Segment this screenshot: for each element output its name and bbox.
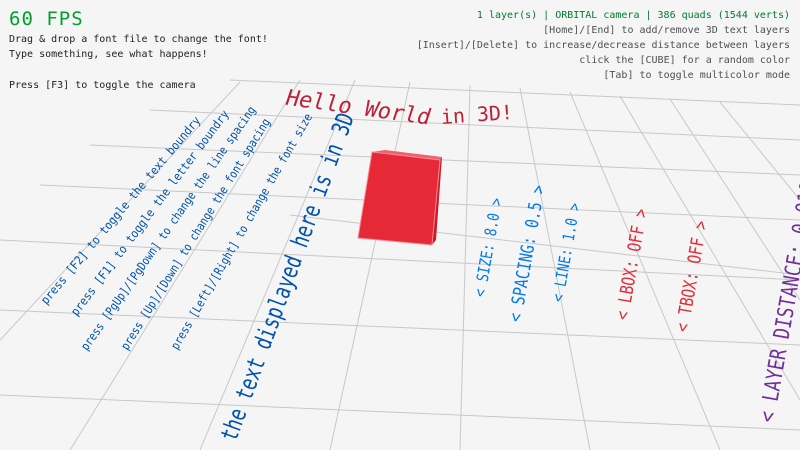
help-camera: Press [F3] to toggle the camera [9,80,196,91]
grid-line [669,98,800,301]
fps-counter: 60 FPS [9,8,84,30]
help-distance: [Insert]/[Delete] to increase/decrease d… [416,40,790,51]
grid-line [519,87,591,450]
cube-top-face[interactable] [372,150,442,160]
ground-grid [0,79,800,450]
cube[interactable] [357,150,442,246]
grid-line [0,394,800,431]
help-cube-color: click the [CUBE] for a random color [579,55,790,66]
grid-line [0,81,241,341]
grid-line [229,79,800,106]
grid-line [0,309,800,346]
grid-line [329,81,411,450]
grid-line [89,144,800,176]
grid-line [0,239,800,281]
in-3d-text: in 3D! [440,99,514,129]
grid-line [619,95,800,401]
grid-line [149,109,800,141]
grid-line [459,84,471,450]
help-layers: [Home]/[End] to add/remove 3D text layer… [543,25,790,36]
cube-front-face[interactable] [358,152,440,245]
cube-wireframe [357,151,441,246]
grid-line [569,91,721,450]
help-drag-drop: Drag & drop a font file to change the fo… [9,34,268,45]
grid-line [199,79,356,450]
grid-line [69,79,301,450]
help-type: Type something, see what happens! [9,49,208,60]
help-multicolor: [Tab] to toggle multicolor mode [603,70,790,81]
status-line: 1 layer(s) | ORBITAL camera | 386 quads … [476,10,790,21]
grid-line [719,101,800,201]
